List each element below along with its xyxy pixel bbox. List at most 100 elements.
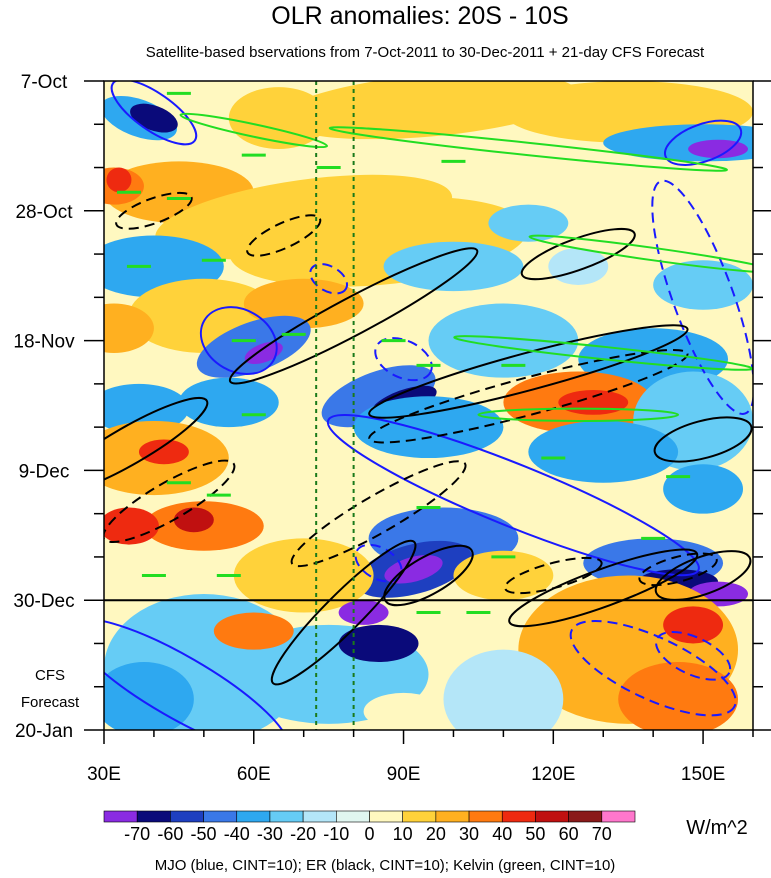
contour-line <box>374 337 433 382</box>
colorbar-label: 70 <box>592 824 612 844</box>
anomaly-blob <box>688 139 749 159</box>
y-tick-label: 7-Oct <box>21 72 68 93</box>
anomaly-blob <box>653 260 753 310</box>
contour-line <box>199 306 278 375</box>
contour-line <box>104 396 209 495</box>
contour-line <box>179 112 329 149</box>
anomaly-blob <box>173 507 214 533</box>
colorbar-label: -10 <box>323 824 349 844</box>
contour-line <box>453 335 753 371</box>
colorbar-label: 10 <box>393 824 413 844</box>
colorbar-swatch <box>203 810 238 823</box>
anomaly-blob <box>244 341 283 365</box>
contour-line <box>110 81 198 146</box>
colorbar-swatch <box>302 810 337 823</box>
colorbar-label: 0 <box>364 824 374 844</box>
anomaly-blob <box>338 600 389 625</box>
colorbar-swatch <box>336 810 370 823</box>
x-tick-label: 60E <box>237 764 271 785</box>
anomaly-blob <box>488 204 569 242</box>
anomaly-blob <box>383 241 524 292</box>
contour-line <box>290 460 467 568</box>
filtered-contours <box>104 81 753 730</box>
colorbar-swatch <box>136 810 171 823</box>
colorbar-swatch <box>236 810 271 823</box>
contour-line <box>309 263 349 295</box>
x-tick-label: 90E <box>387 764 421 785</box>
colorbar-swatch <box>402 810 437 823</box>
contour-line <box>503 556 603 595</box>
colorbar-swatch <box>369 810 403 823</box>
chart-subtitle: Satellite-based bservations from 7-Oct-2… <box>146 44 705 61</box>
colorbar-label: -60 <box>157 824 183 844</box>
anomaly-blob <box>548 247 609 285</box>
anomaly-blob <box>104 507 159 545</box>
anomaly-blob <box>428 303 579 378</box>
anomaly-blob <box>363 692 444 730</box>
contour-line <box>246 214 322 257</box>
colorbar-swatch <box>501 810 536 823</box>
anomaly-blob <box>243 278 364 329</box>
colorbar-label: 30 <box>459 824 479 844</box>
colorbar-unit: W/m^2 <box>686 817 748 839</box>
contour-line <box>326 414 700 577</box>
contour-line <box>520 227 636 281</box>
colorbar-swatch <box>269 810 304 823</box>
contour-line <box>368 348 689 444</box>
y-tick-label: 9-Dec <box>19 461 70 482</box>
colorbar-label: 50 <box>525 824 545 844</box>
colorbar-label: 60 <box>559 824 579 844</box>
anomaly-blob <box>104 383 189 434</box>
contour-line <box>664 119 743 166</box>
colorbar-label: -40 <box>224 824 250 844</box>
anomaly-blob <box>196 315 311 378</box>
anomaly-blob <box>618 662 739 730</box>
anomaly-blob <box>104 662 194 730</box>
forecast-label-line1: CFS <box>35 667 65 684</box>
colorbar-label: -20 <box>290 824 316 844</box>
anomaly-blob <box>663 606 724 644</box>
contour-line <box>653 416 753 463</box>
y-tick-label: 30-Dec <box>13 591 74 612</box>
anomaly-blob <box>104 303 154 353</box>
anomaly-blob <box>453 550 554 601</box>
contour-line <box>651 179 753 415</box>
colorbar-swatch <box>468 810 503 823</box>
colorbar-label: 40 <box>492 824 512 844</box>
y-axis: 7-Oct 28-Oct 18-Nov 9-Dec 30-Dec 20-Jan <box>13 72 771 742</box>
anomaly-blob <box>106 167 132 193</box>
contour-line <box>638 552 718 587</box>
forecast-label-line2: Forecast <box>21 694 80 711</box>
contour-line <box>328 126 728 172</box>
contour-line <box>528 234 753 274</box>
plot-frame <box>103 80 754 731</box>
contour-line <box>655 631 732 681</box>
anomaly-blob <box>104 81 262 137</box>
y-tick-label: 18-Nov <box>13 332 75 353</box>
contour-line <box>104 617 290 730</box>
anomaly-blob <box>663 464 744 514</box>
x-tick-label: 150E <box>681 764 725 785</box>
anomaly-blob <box>528 420 679 483</box>
anomaly-blob <box>321 365 436 428</box>
chart-title: OLR anomalies: 20S - 10S <box>271 2 568 30</box>
colorbar-swatch <box>601 810 636 823</box>
anomaly-blob <box>213 612 294 650</box>
colorbar-swatch <box>535 810 569 823</box>
colorbar-swatch <box>170 810 204 823</box>
contour-legend: MJO (blue, CINT=10); ER (black, CINT=10)… <box>155 857 616 874</box>
x-axis: 30E 60E 90E 120E 150E <box>87 730 754 785</box>
colorbar: -70 -60 -50 -40 -30 -20 -10 0 10 20 30 40 50 60 70 <box>103 810 636 844</box>
contour-line <box>228 247 479 385</box>
anomaly-blob <box>178 377 279 428</box>
colorbar-label: -30 <box>257 824 283 844</box>
x-tick-label: 30E <box>87 764 121 785</box>
colorbar-swatch <box>435 810 470 823</box>
colorbar-label: -70 <box>124 824 150 844</box>
plot-area <box>104 81 753 730</box>
y-tick-label: 20-Jan <box>15 721 73 742</box>
contour-line <box>654 550 752 601</box>
contour-line <box>368 324 689 419</box>
anomaly-blob <box>228 87 329 149</box>
